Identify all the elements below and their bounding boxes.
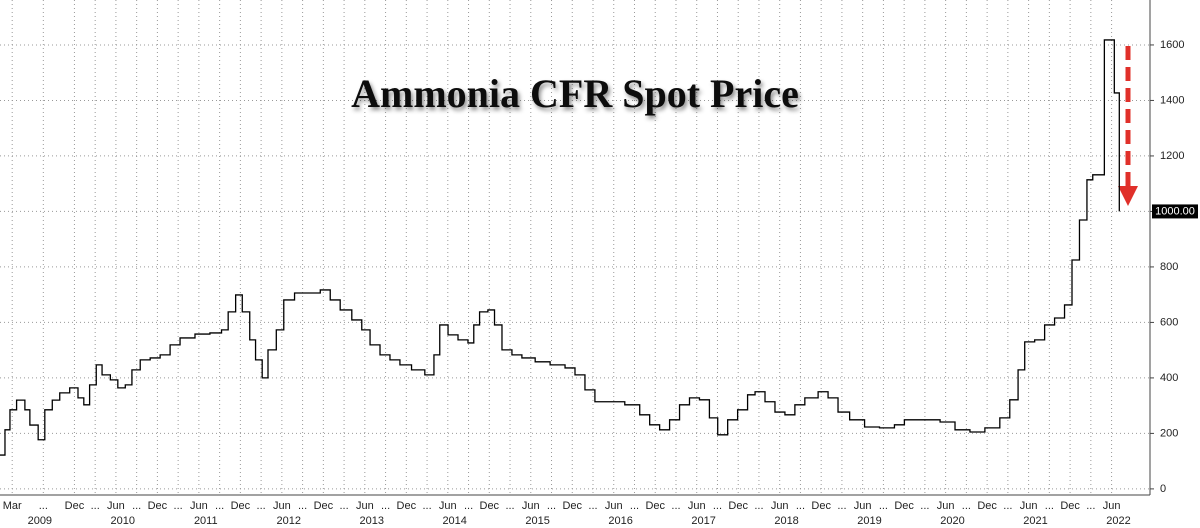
x-tick-label: ... xyxy=(920,500,929,512)
x-year-label: 2011 xyxy=(194,515,218,527)
x-tick-label: Jun xyxy=(107,500,125,512)
x-tick-label: Dec xyxy=(231,500,251,512)
x-tick-label: Dec xyxy=(397,500,417,512)
x-year-label: 2013 xyxy=(359,515,383,527)
x-tick-label: Dec xyxy=(314,500,334,512)
x-tick-label: ... xyxy=(174,500,183,512)
x-tick-label: Jun xyxy=(937,500,955,512)
y-tick-label: 600 xyxy=(1160,316,1178,328)
grid xyxy=(0,0,1150,495)
x-tick-label: Dec xyxy=(977,500,997,512)
price-line xyxy=(0,39,1120,456)
x-tick-label: Jun xyxy=(605,500,623,512)
x-tick-label: Dec xyxy=(148,500,168,512)
x-tick-label: Dec xyxy=(811,500,831,512)
x-tick-label: ... xyxy=(381,500,390,512)
x-tick-label: Jun xyxy=(1103,500,1121,512)
last-value-tag xyxy=(1152,204,1198,219)
x-year-label: 2016 xyxy=(608,515,632,527)
x-year-label: 2012 xyxy=(277,515,301,527)
x-tick-label: ... xyxy=(91,500,100,512)
x-year-label: 2021 xyxy=(1023,515,1047,527)
chart-title: Ammonia CFR Spot Price xyxy=(351,71,799,116)
x-tick-label: Mar xyxy=(3,500,22,512)
x-year-label: 2015 xyxy=(525,515,549,527)
x-year-label: 2010 xyxy=(111,515,135,527)
x-year-label: 2022 xyxy=(1106,515,1130,527)
x-tick-label: ... xyxy=(464,500,473,512)
x-tick-label: ... xyxy=(1086,500,1095,512)
x-tick-label: ... xyxy=(422,500,431,512)
x-tick-label: ... xyxy=(962,500,971,512)
x-tick-label: ... xyxy=(671,500,680,512)
y-tick-label: 800 xyxy=(1160,261,1178,273)
x-tick-label: ... xyxy=(547,500,556,512)
x-tick-label: ... xyxy=(837,500,846,512)
x-tick-label: ... xyxy=(340,500,349,512)
x-year-label: 2019 xyxy=(857,515,881,527)
x-tick-label: ... xyxy=(298,500,307,512)
y-tick-label: 400 xyxy=(1160,372,1178,384)
x-tick-label: Dec xyxy=(645,500,665,512)
x-year-label: 2009 xyxy=(28,515,52,527)
x-tick-label: Jun xyxy=(854,500,872,512)
x-tick-label: Dec xyxy=(728,500,748,512)
x-tick-label: ... xyxy=(1003,500,1012,512)
x-tick-label: Dec xyxy=(65,500,85,512)
x-tick-label: ... xyxy=(713,500,722,512)
x-year-label: 2020 xyxy=(940,515,964,527)
y-tick-label: 0 xyxy=(1160,483,1166,495)
x-tick-label: Jun xyxy=(771,500,789,512)
x-tick-label: ... xyxy=(505,500,514,512)
x-tick-label: ... xyxy=(630,500,639,512)
x-tick-label: ... xyxy=(39,500,48,512)
x-year-label: 2017 xyxy=(691,515,715,527)
x-tick-label: Jun xyxy=(273,500,291,512)
x-tick-label: ... xyxy=(215,500,224,512)
x-tick-label: ... xyxy=(879,500,888,512)
last-value-label: 1000.00 xyxy=(1155,205,1195,217)
x-tick-label: ... xyxy=(796,500,805,512)
x-tick-label: Jun xyxy=(522,500,540,512)
x-year-label: 2018 xyxy=(774,515,798,527)
x-tick-label: ... xyxy=(588,500,597,512)
x-tick-label: ... xyxy=(754,500,763,512)
x-tick-label: ... xyxy=(257,500,266,512)
x-tick-label: ... xyxy=(132,500,141,512)
x-tick-label: Jun xyxy=(356,500,374,512)
y-tick-label: 1200 xyxy=(1160,150,1184,162)
x-tick-label: Jun xyxy=(439,500,457,512)
y-tick-label: 1600 xyxy=(1160,39,1184,51)
x-tick-label: Dec xyxy=(894,500,914,512)
x-tick-label: Dec xyxy=(1060,500,1080,512)
x-tick-label: Jun xyxy=(1020,500,1038,512)
x-tick-label: Dec xyxy=(562,500,582,512)
x-tick-label: ... xyxy=(1045,500,1054,512)
y-tick-label: 1400 xyxy=(1160,94,1184,106)
x-year-label: 2014 xyxy=(442,515,466,527)
x-tick-label: Dec xyxy=(480,500,500,512)
x-tick-label: Jun xyxy=(190,500,208,512)
y-tick-label: 200 xyxy=(1160,427,1178,439)
x-tick-label: Jun xyxy=(688,500,706,512)
